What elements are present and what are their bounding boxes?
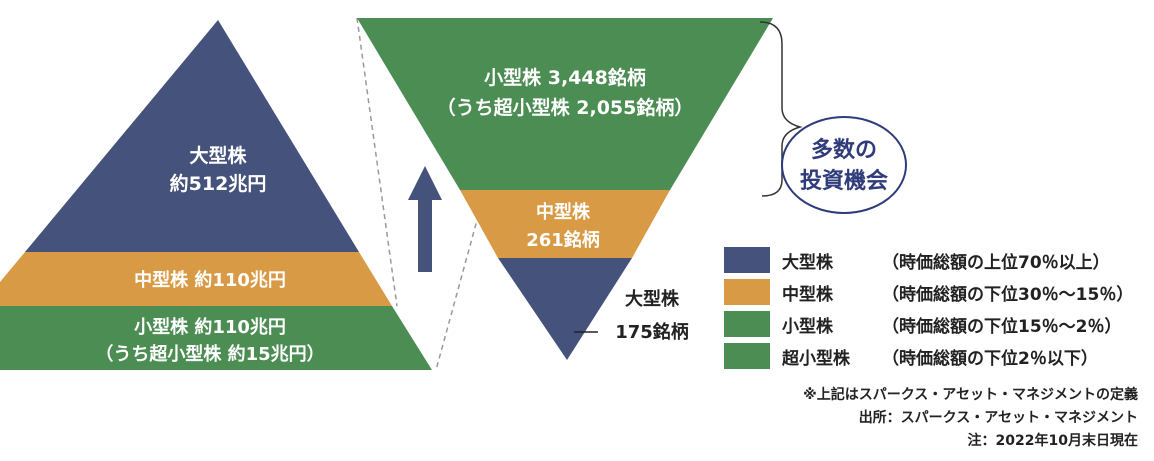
opportunity-callout-bubble bbox=[781, 116, 907, 214]
legend-swatch-small bbox=[724, 311, 770, 337]
legend-swatch-large bbox=[724, 247, 770, 273]
right-small-cap-sub: （うち超小型株 2,055銘柄） bbox=[437, 96, 694, 119]
legend-desc-tiny: （時価総額の下位2％以下） bbox=[882, 348, 1098, 369]
left-small-cap-label: 小型株 約110兆円 bbox=[134, 316, 286, 338]
legend-item-small: 小型株 （時価総額の下位15％～2％） bbox=[724, 310, 1144, 338]
left-mid-cap-label: 中型株 約110兆円 bbox=[134, 269, 286, 291]
callout-line-1: 多数の bbox=[811, 137, 877, 163]
legend: 大型株 （時価総額の上位70％以上） 中型株 （時価総額の下位30％～15％） … bbox=[724, 246, 1144, 374]
source-note: 出所：スパークス・アセット・マネジメント bbox=[858, 410, 1138, 426]
footnotes: ※上記はスパークス・アセット・マネジメントの定義 出所：スパークス・アセット・マ… bbox=[803, 384, 1138, 453]
legend-desc-large: （時価総額の上位70％以上） bbox=[882, 252, 1110, 273]
legend-item-large: 大型株 （時価総額の上位70％以上） bbox=[724, 246, 1144, 274]
right-mid-cap-name: 中型株 bbox=[536, 201, 591, 223]
left-large-cap-segment bbox=[25, 20, 359, 252]
left-large-cap-name: 大型株 bbox=[189, 144, 247, 167]
right-large-cap-name: 大型株 bbox=[625, 288, 680, 310]
left-large-cap-value: 約512兆円 bbox=[170, 172, 267, 195]
definition-note: ※上記はスパークス・アセット・マネジメントの定義 bbox=[803, 387, 1138, 403]
legend-desc-mid: （時価総額の下位30％～15％） bbox=[882, 284, 1134, 305]
right-large-cap-segment bbox=[498, 258, 632, 360]
legend-swatch-mid bbox=[724, 279, 770, 305]
right-small-cap-segment bbox=[357, 18, 773, 190]
left-pyramid: 大型株 約512兆円 中型株 約110兆円 小型株 約110兆円 （うち超小型株… bbox=[0, 20, 432, 370]
legend-item-mid: 中型株 （時価総額の下位30％～15％） bbox=[724, 278, 1144, 306]
right-small-cap-label: 小型株 3,448銘柄 bbox=[484, 66, 646, 89]
right-pyramid: 小型株 3,448銘柄 （うち超小型株 2,055銘柄） 中型株 261銘柄 大… bbox=[357, 18, 773, 360]
connector-line-right bbox=[435, 179, 489, 371]
connector-line-left bbox=[356, 17, 398, 307]
legend-item-tiny: 超小型株 （時価総額の下位2％以下） bbox=[724, 342, 1144, 370]
date-note: 注：2022年10月末日現在 bbox=[967, 433, 1138, 449]
callout-line-2: 投資機会 bbox=[800, 168, 888, 194]
right-large-cap-count: 175銘柄 bbox=[615, 321, 689, 343]
left-small-cap-sub: （うち超小型株 約15兆円） bbox=[95, 343, 324, 365]
legend-name-mid: 中型株 bbox=[782, 284, 833, 305]
right-mid-cap-count: 261銘柄 bbox=[526, 229, 600, 251]
legend-name-large: 大型株 bbox=[782, 252, 833, 273]
legend-name-tiny: 超小型株 bbox=[782, 348, 850, 369]
right-mid-cap-segment bbox=[460, 190, 670, 258]
up-arrow-icon bbox=[408, 166, 442, 272]
curly-brace bbox=[759, 21, 803, 197]
legend-name-small: 小型株 bbox=[782, 316, 833, 337]
legend-desc-small: （時価総額の下位15％～2％） bbox=[882, 316, 1122, 337]
left-small-cap-segment bbox=[0, 306, 432, 370]
legend-swatch-tiny bbox=[724, 343, 770, 369]
left-mid-cap-segment bbox=[0, 252, 392, 306]
